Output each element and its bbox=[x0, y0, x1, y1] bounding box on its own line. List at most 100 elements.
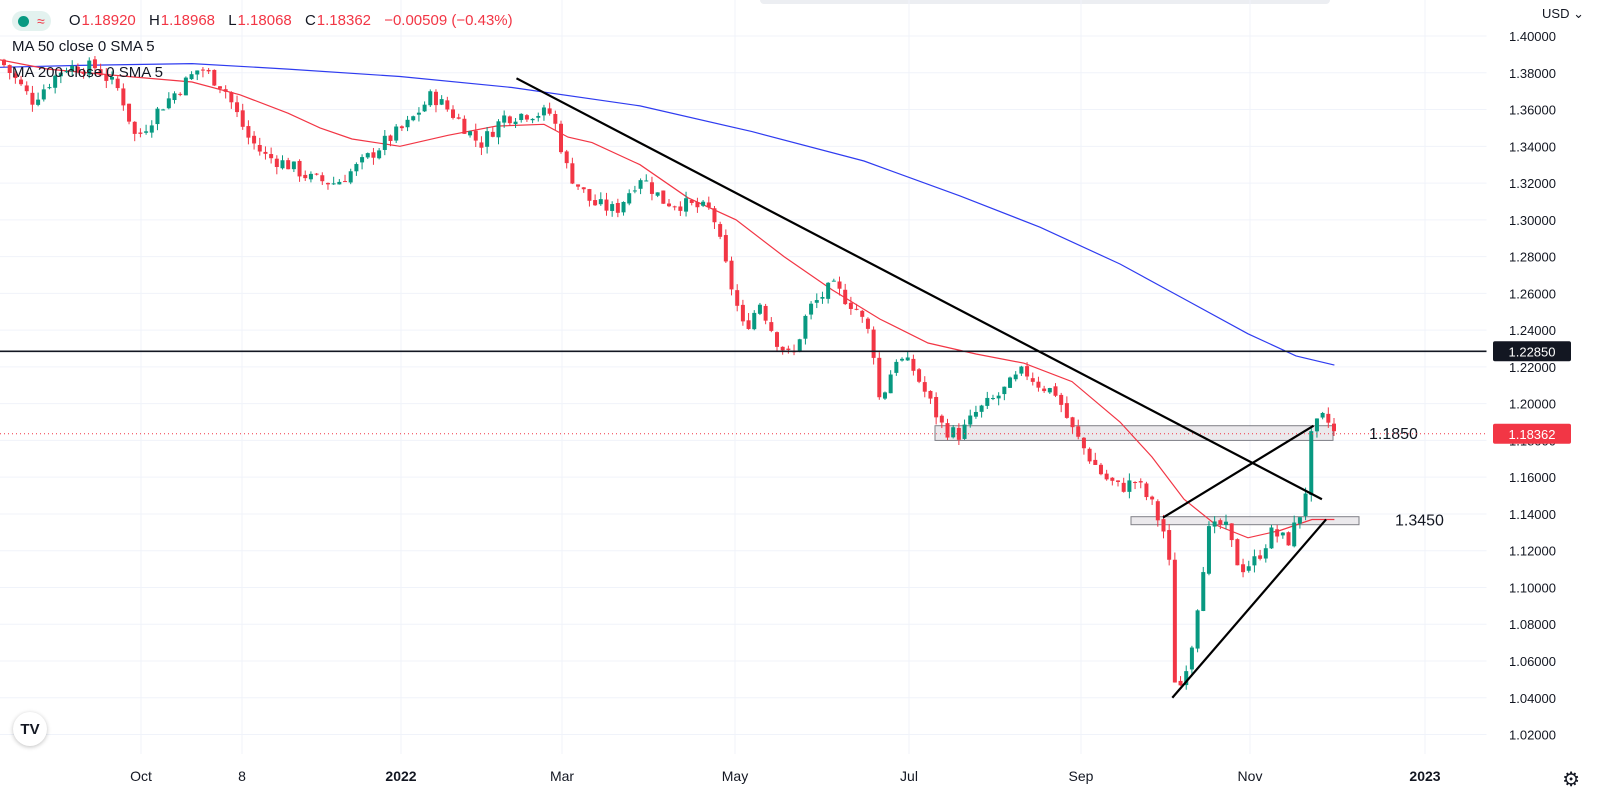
y-tick-label: 1.40000 bbox=[1509, 29, 1556, 44]
last-price-label: 1.18362 bbox=[1509, 427, 1556, 442]
candle-body bbox=[331, 183, 336, 185]
candle-body bbox=[865, 318, 870, 329]
x-tick-label: Sep bbox=[1069, 768, 1094, 784]
candle-body bbox=[979, 405, 984, 412]
candle-body bbox=[303, 174, 308, 179]
candle-body bbox=[1030, 378, 1035, 382]
candle-body bbox=[1127, 480, 1132, 492]
y-tick-label: 1.28000 bbox=[1509, 250, 1556, 265]
candle-body bbox=[1218, 520, 1223, 525]
candle-body bbox=[826, 282, 831, 299]
candle-body bbox=[1297, 517, 1302, 524]
hline-price-label: 1.22850 bbox=[1509, 344, 1556, 359]
candle-body bbox=[922, 382, 927, 392]
y-tick-label: 1.22000 bbox=[1509, 360, 1556, 375]
candle-body bbox=[343, 181, 348, 183]
ma50-label: MA 50 close 0 SMA 5 bbox=[12, 38, 155, 55]
candle-body bbox=[274, 158, 279, 168]
candle-body bbox=[530, 118, 535, 121]
candle-body bbox=[1258, 555, 1263, 559]
candle-body bbox=[7, 65, 12, 73]
candle-body bbox=[695, 202, 700, 208]
candle-body bbox=[973, 411, 978, 417]
candle-body bbox=[553, 113, 558, 124]
candle-body bbox=[445, 100, 450, 110]
candle-body bbox=[723, 235, 728, 262]
candle-body bbox=[1144, 483, 1149, 498]
candle-body bbox=[127, 103, 132, 122]
candle-body bbox=[1167, 530, 1172, 560]
hline-price-tag bbox=[1493, 341, 1571, 362]
ma50-legend[interactable]: MA 50 close 0 SMA 5 bbox=[12, 34, 522, 60]
ma50-line bbox=[0, 59, 1335, 539]
candle-body bbox=[1150, 496, 1155, 500]
candle-body bbox=[644, 180, 649, 182]
x-tick-label: May bbox=[722, 768, 748, 784]
candle-body bbox=[257, 145, 262, 152]
support-zone bbox=[934, 425, 1334, 441]
candle-body bbox=[962, 424, 967, 439]
candle-body bbox=[706, 202, 711, 208]
candle-body bbox=[809, 303, 814, 315]
candle-body bbox=[1081, 437, 1086, 449]
candle-body bbox=[422, 104, 427, 112]
candle-body bbox=[1292, 522, 1297, 547]
candle-body bbox=[1155, 501, 1160, 521]
y-tick-label: 1.36000 bbox=[1509, 103, 1556, 118]
x-tick-label: 2023 bbox=[1409, 768, 1440, 784]
x-tick-label: Nov bbox=[1238, 768, 1263, 784]
candle-body bbox=[729, 260, 734, 290]
candle-body bbox=[144, 131, 149, 133]
candle-body bbox=[990, 398, 995, 400]
candle-body bbox=[1161, 519, 1166, 532]
candle-body bbox=[604, 199, 609, 211]
candle-body bbox=[451, 109, 456, 118]
trendline bbox=[1162, 424, 1315, 519]
candle-body bbox=[456, 117, 461, 119]
tradingview-logo[interactable]: TV bbox=[13, 712, 47, 746]
candle-body bbox=[570, 163, 575, 184]
symbol-badge[interactable]: ≈ bbox=[12, 11, 51, 32]
currency-label: USD bbox=[1542, 6, 1570, 21]
y-tick-label: 1.10000 bbox=[1509, 580, 1556, 595]
candle-body bbox=[1320, 412, 1325, 418]
candle-body bbox=[1314, 418, 1319, 432]
candle-body bbox=[87, 60, 92, 75]
y-tick-label: 1.20000 bbox=[1509, 397, 1556, 412]
candle-body bbox=[394, 126, 399, 141]
candle-body bbox=[513, 121, 518, 125]
ma200-label: MA 200 close 0 SMA 5 bbox=[12, 64, 163, 81]
ma200-legend[interactable]: MA 200 close 0 SMA 5 bbox=[12, 60, 522, 86]
candle-body bbox=[1042, 388, 1047, 392]
candle-body bbox=[632, 190, 637, 192]
candle-body bbox=[473, 130, 478, 141]
candle-body bbox=[485, 131, 490, 147]
wave-icon: ≈ bbox=[37, 13, 45, 30]
open-value: 1.18920 bbox=[81, 12, 136, 29]
y-tick-label: 1.30000 bbox=[1509, 213, 1556, 228]
candle-body bbox=[843, 289, 848, 305]
candle-body bbox=[803, 315, 808, 339]
candle-body bbox=[1053, 386, 1058, 396]
currency-selector[interactable]: USD ⌄ bbox=[1538, 4, 1588, 24]
candle-body bbox=[894, 361, 899, 373]
candle-body bbox=[655, 192, 660, 196]
candle-body bbox=[763, 305, 768, 321]
candle-body bbox=[314, 173, 319, 175]
candle-body bbox=[1104, 473, 1109, 480]
candle-body bbox=[780, 346, 785, 351]
candle-body bbox=[155, 108, 160, 125]
candle-body bbox=[689, 200, 694, 203]
candle-body bbox=[888, 374, 893, 394]
candle-body bbox=[92, 59, 97, 69]
candle-body bbox=[1133, 482, 1138, 484]
candle-body bbox=[1280, 532, 1285, 536]
candle-body bbox=[138, 132, 143, 134]
candle-body bbox=[280, 160, 285, 169]
candle-body bbox=[786, 348, 791, 350]
gear-icon[interactable]: ⚙ bbox=[1562, 769, 1580, 791]
candle-body bbox=[41, 89, 46, 100]
candle-body bbox=[1184, 671, 1189, 686]
